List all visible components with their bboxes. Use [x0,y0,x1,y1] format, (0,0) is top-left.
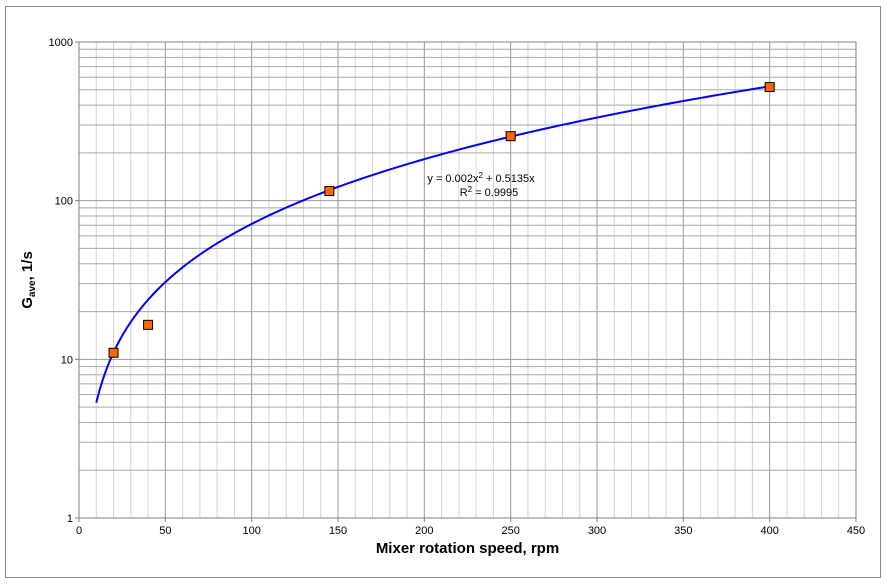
x-tick-label: 200 [415,525,433,537]
x-tick-label: 250 [501,525,519,537]
trendline-equation: y = 0.002x2 + 0.5135x [427,171,535,185]
data-point [764,82,775,93]
x-axis-ticks: 0 50 100 150 200 250 300 350 400 450 [76,518,865,537]
data-point [143,319,154,330]
data-point [505,131,516,142]
x-tick-label: 100 [242,525,260,537]
y-axis-ticks: 1 10 100 1000 [49,37,79,525]
x-tick-label: 400 [760,525,778,537]
y-tick-label: 100 [55,196,73,208]
x-tick-label: 0 [76,525,82,537]
r-squared-label: R2 = 0.9995 [460,185,519,199]
plot-border [78,41,857,519]
x-axis-title: Mixer rotation speed, rpm [376,540,559,557]
x-tick-label: 50 [159,525,171,537]
data-point [108,347,119,358]
grid [78,42,857,519]
y-tick-label: 10 [61,354,73,366]
x-tick-label: 350 [674,525,692,537]
y-tick-label: 1 [67,513,73,525]
data-point [324,186,335,197]
x-tick-label: 450 [847,525,865,537]
data-points [108,82,775,358]
x-tick-label: 300 [588,525,606,537]
x-tick-label: 150 [329,525,347,537]
y-tick-label: 1000 [49,37,73,49]
trendline [95,85,770,403]
y-axis-title: Gave, 1/s [19,251,38,309]
